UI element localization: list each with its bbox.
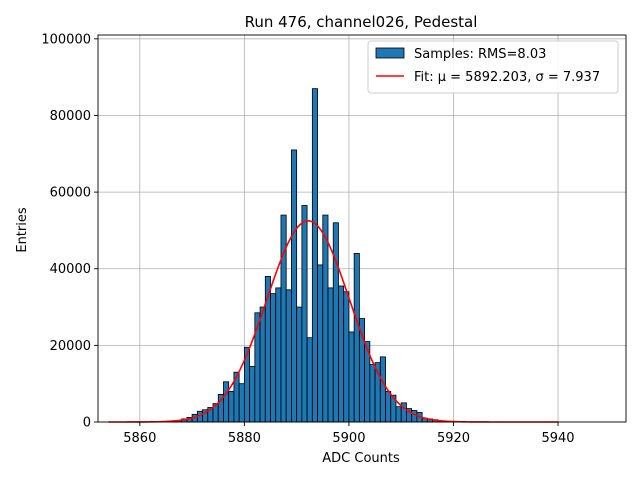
histogram-bar bbox=[311, 88, 318, 423]
histogram-bar bbox=[223, 381, 230, 423]
histogram-bar bbox=[322, 214, 329, 423]
histogram-bar bbox=[270, 293, 277, 423]
histogram-bar bbox=[338, 285, 345, 423]
y-tick-label: 0 bbox=[83, 416, 91, 431]
x-axis-title: ADC Counts bbox=[322, 451, 400, 466]
histogram-bar bbox=[353, 253, 360, 423]
y-tick-label: 60000 bbox=[50, 186, 91, 201]
histogram-bar bbox=[348, 331, 355, 423]
plot-frame bbox=[97, 34, 627, 423]
histogram-bar bbox=[343, 291, 350, 423]
histogram-bar bbox=[254, 312, 261, 423]
histogram-bar bbox=[369, 364, 376, 423]
x-tick-label: 5900 bbox=[332, 431, 365, 446]
histogram-bar bbox=[332, 222, 339, 423]
histogram-bar bbox=[285, 289, 292, 423]
histogram-bars bbox=[170, 88, 449, 423]
histogram-bar bbox=[385, 390, 392, 423]
histogram-bar bbox=[379, 356, 386, 423]
axis-ticks: 5860 5880 5900 5920 5940 0 20000 40000 60000 8000… bbox=[41, 32, 574, 446]
x-tick-label: 5880 bbox=[228, 431, 261, 446]
histogram-bar bbox=[317, 264, 324, 423]
x-tick-label: 5860 bbox=[123, 431, 156, 446]
histogram-bar bbox=[228, 390, 235, 423]
histogram-bar bbox=[280, 214, 287, 423]
histogram-bar bbox=[291, 149, 298, 423]
x-tick-label: 5940 bbox=[541, 431, 574, 446]
histogram-bar bbox=[301, 205, 308, 423]
histogram-bar bbox=[327, 287, 334, 423]
legend-box bbox=[367, 40, 619, 94]
histogram-bar bbox=[306, 337, 313, 423]
histogram-bar bbox=[249, 366, 256, 423]
legend-histogram-swatch bbox=[375, 47, 405, 59]
y-tick-label: 40000 bbox=[50, 262, 91, 277]
x-tick-label: 5920 bbox=[437, 431, 470, 446]
histogram-bar bbox=[296, 306, 303, 423]
legend-histogram-label: Samples: RMS=8.03 bbox=[414, 47, 546, 62]
chart-title: Run 476, channel026, Pedestal bbox=[245, 13, 478, 31]
y-tick-label: 80000 bbox=[50, 109, 91, 124]
y-axis-title: Entries bbox=[15, 207, 30, 253]
histogram-bar bbox=[395, 406, 402, 423]
histogram-bar bbox=[259, 306, 266, 423]
y-tick-label: 20000 bbox=[50, 339, 91, 354]
histogram-bar bbox=[275, 287, 282, 423]
histogram-bar bbox=[411, 410, 418, 423]
grid bbox=[98, 35, 626, 423]
legend: Samples: RMS=8.03 Fit: μ = 5892.203, σ =… bbox=[367, 40, 619, 94]
histogram-bar bbox=[238, 383, 245, 423]
y-tick-label: 100000 bbox=[41, 32, 91, 47]
legend-fit-label: Fit: μ = 5892.203, σ = 7.937 bbox=[414, 70, 600, 85]
